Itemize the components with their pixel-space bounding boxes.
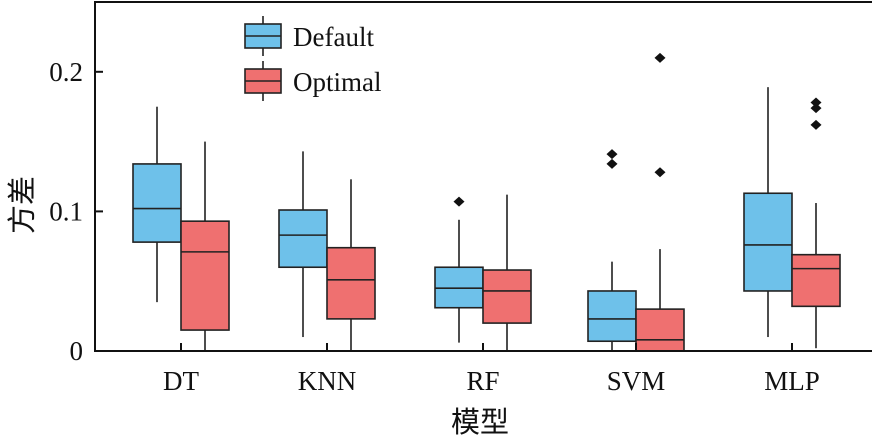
legend-item-default: Default xyxy=(244,16,374,56)
box-default-knn xyxy=(278,151,328,338)
x-tick-label-svm: SVM xyxy=(607,366,666,396)
x-axis-ticks: DT KNN RF SVM MLP xyxy=(163,343,820,396)
box-default-svm xyxy=(587,149,637,351)
box-iqr xyxy=(132,163,182,243)
legend-item-optimal: Optimal xyxy=(244,61,382,101)
box-iqr xyxy=(587,290,637,343)
box-optimal-svm xyxy=(635,52,685,352)
outlier-point xyxy=(606,149,618,160)
outlier-point xyxy=(654,52,666,63)
outlier-point xyxy=(810,103,822,114)
box-optimal-knn xyxy=(326,179,376,351)
box-optimal-mlp xyxy=(791,97,841,349)
outlier-point xyxy=(810,97,822,108)
series-layer xyxy=(132,52,841,352)
box-iqr xyxy=(326,246,376,320)
outlier-point xyxy=(810,119,822,130)
box-optimal-dt xyxy=(180,141,230,351)
box-default-mlp xyxy=(743,87,793,338)
box-optimal-rf xyxy=(482,194,532,351)
box-iqr xyxy=(635,308,685,352)
x-tick-label-dt: DT xyxy=(163,366,199,396)
box-iqr xyxy=(482,269,532,324)
x-tick-label-mlp: MLP xyxy=(764,366,820,396)
series-default xyxy=(132,87,793,351)
box-iqr xyxy=(180,220,230,331)
x-tick-label-knn: KNN xyxy=(298,366,357,396)
x-tick-label-rf: RF xyxy=(466,366,499,396)
outlier-point xyxy=(606,158,618,169)
box-iqr xyxy=(278,209,328,269)
outlier-point xyxy=(654,167,666,178)
series-optimal xyxy=(180,52,841,352)
legend: Default Optimal xyxy=(244,16,382,101)
box-iqr xyxy=(791,253,841,308)
outlier-point xyxy=(453,196,465,207)
box-iqr xyxy=(743,192,793,292)
plot-frame xyxy=(94,1,872,352)
y-tick-label: 0.2 xyxy=(49,57,83,87)
y-axis-title: 方差 xyxy=(6,176,39,234)
y-tick-label: 0.1 xyxy=(49,196,83,226)
y-axis-ticks: 0 0.1 0.2 xyxy=(49,57,103,366)
legend-label: Default xyxy=(293,22,374,52)
box-default-dt xyxy=(132,106,182,303)
y-tick-label: 0 xyxy=(70,336,84,366)
legend-label: Optimal xyxy=(293,67,382,97)
x-axis-title: 模型 xyxy=(451,406,509,439)
